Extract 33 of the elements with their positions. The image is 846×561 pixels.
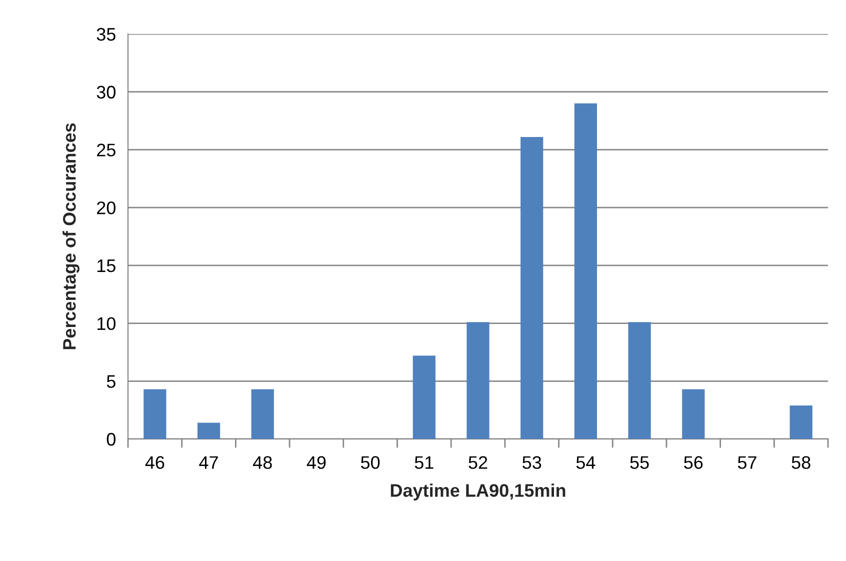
y-tick-label: 35 — [96, 28, 116, 41]
bar — [628, 322, 651, 439]
x-tick-label: 47 — [199, 456, 218, 469]
y-tick-label: 25 — [97, 144, 116, 156]
y-tick-label: 30 — [96, 86, 116, 99]
bar — [790, 405, 812, 439]
bar — [574, 103, 597, 439]
x-tick-label: 58 — [792, 456, 810, 469]
x-tick-label: 54 — [576, 456, 596, 469]
x-tick-label: 57 — [738, 456, 756, 469]
x-tick-label: 48 — [252, 456, 272, 469]
x-tick-label: 51 — [414, 456, 434, 469]
bar — [682, 389, 705, 439]
x-tick-label: 55 — [630, 456, 649, 469]
y-tick-label: 0 — [106, 432, 116, 446]
y-tick-label: 15 — [97, 260, 116, 272]
x-axis-title: Daytime LA90,15min — [390, 484, 566, 500]
bar — [197, 422, 220, 439]
x-tick-label: 50 — [360, 456, 380, 469]
x-tick-label: 56 — [684, 456, 703, 469]
x-tick-label: 52 — [468, 456, 488, 469]
y-tick-label: 5 — [106, 375, 116, 388]
x-tick-label: 49 — [306, 456, 326, 469]
y-axis-title: Percentage of Occurances — [62, 123, 80, 350]
bar — [520, 136, 544, 439]
x-tick-label: 46 — [145, 456, 164, 469]
bar — [144, 389, 166, 439]
y-tick-label: 10 — [97, 317, 116, 330]
bar — [466, 322, 490, 439]
y-tick-label: 20 — [97, 202, 116, 214]
bar — [412, 356, 436, 439]
bar — [251, 389, 274, 439]
x-tick-label: 53 — [522, 456, 542, 469]
